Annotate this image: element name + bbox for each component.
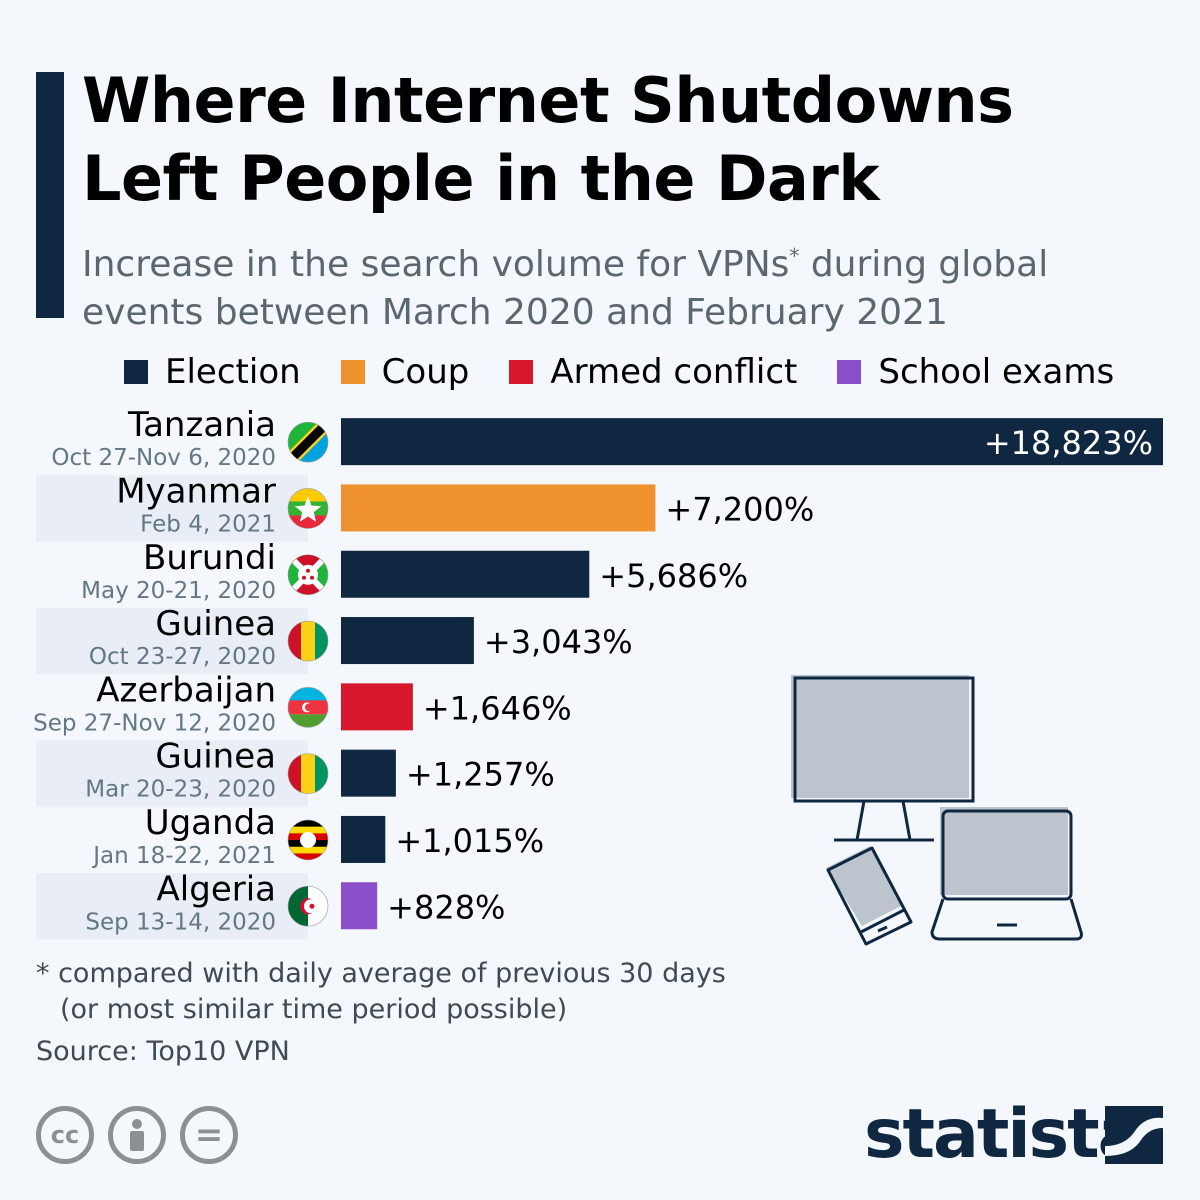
devices-illustration — [791, 675, 1083, 946]
source: Source: Top10 VPN — [36, 1036, 290, 1067]
uganda-flag — [288, 819, 328, 860]
date-label: Oct 23-27, 2020 — [89, 644, 276, 670]
burundi-flag — [288, 554, 328, 595]
country-label: Azerbaijan — [96, 670, 276, 710]
statista-logo-icon — [1105, 1106, 1163, 1164]
value-label: +7,200% — [665, 490, 814, 528]
date-label: May 20-21, 2020 — [81, 578, 276, 604]
country-label: Myanmar — [116, 471, 276, 511]
value-label: +1,646% — [423, 689, 572, 727]
date-label: Jan 18-22, 2021 — [91, 843, 276, 869]
row-band — [36, 740, 308, 807]
guinea-flag — [288, 753, 328, 794]
country-label: Uganda — [145, 803, 276, 843]
no-derivatives-icon[interactable]: = — [180, 1106, 238, 1164]
chart-subtitle: Increase in the search volume for VPNs* … — [82, 244, 1049, 333]
date-label: Feb 4, 2021 — [140, 511, 276, 537]
row-band — [36, 607, 308, 675]
legend-armed-conflict: Armed conflict — [509, 352, 797, 392]
country-label: Burundi — [143, 538, 276, 578]
statista-logo: statista — [864, 1095, 1144, 1174]
footnote-continued: (or most similar time period possible) — [60, 994, 568, 1025]
bar — [341, 882, 378, 930]
country-label: Algeria — [157, 869, 276, 909]
bar — [341, 815, 386, 863]
legend-election: Election — [124, 352, 301, 392]
bar — [341, 617, 474, 665]
legend-school-exams: School exams — [837, 352, 1114, 392]
myanmar-flag — [288, 488, 328, 529]
bar — [341, 550, 590, 598]
value-label: +18,823% — [984, 424, 1153, 462]
country-label: Tanzania — [127, 405, 276, 445]
date-label: Sep 27-Nov 12, 2020 — [33, 710, 276, 736]
country-label: Guinea — [155, 737, 276, 777]
date-label: Oct 27-Nov 6, 2020 — [51, 445, 276, 471]
title-accent-bar — [36, 72, 64, 318]
attribution-icon[interactable] — [108, 1106, 166, 1164]
value-label: +1,015% — [395, 822, 544, 860]
legend-coup: Coup — [340, 352, 469, 392]
creative-commons-icon[interactable]: cc — [36, 1106, 94, 1164]
tanzania-flag — [288, 422, 328, 463]
bar — [341, 484, 656, 532]
date-label: Mar 20-23, 2020 — [85, 777, 276, 803]
chart-title: Where Internet Shutdowns Left People in t… — [82, 64, 1014, 215]
value-label: +3,043% — [484, 623, 633, 661]
azerbaijan-flag — [288, 687, 328, 728]
date-label: Sep 13-14, 2020 — [85, 909, 276, 935]
footnote: * compared with daily average of previou… — [36, 958, 726, 989]
country-label: Guinea — [155, 604, 276, 644]
row-band — [36, 873, 308, 940]
value-label: +828% — [387, 888, 505, 926]
legend: Election Coup Armed conflict School exam… — [124, 352, 1154, 392]
algeria-flag — [288, 886, 328, 927]
value-label: +1,257% — [406, 756, 555, 794]
guinea-flag — [288, 621, 328, 662]
row-band — [36, 475, 308, 542]
bar — [341, 749, 396, 797]
bar — [341, 683, 413, 731]
bar — [341, 418, 1163, 466]
value-label: +5,686% — [599, 557, 748, 595]
